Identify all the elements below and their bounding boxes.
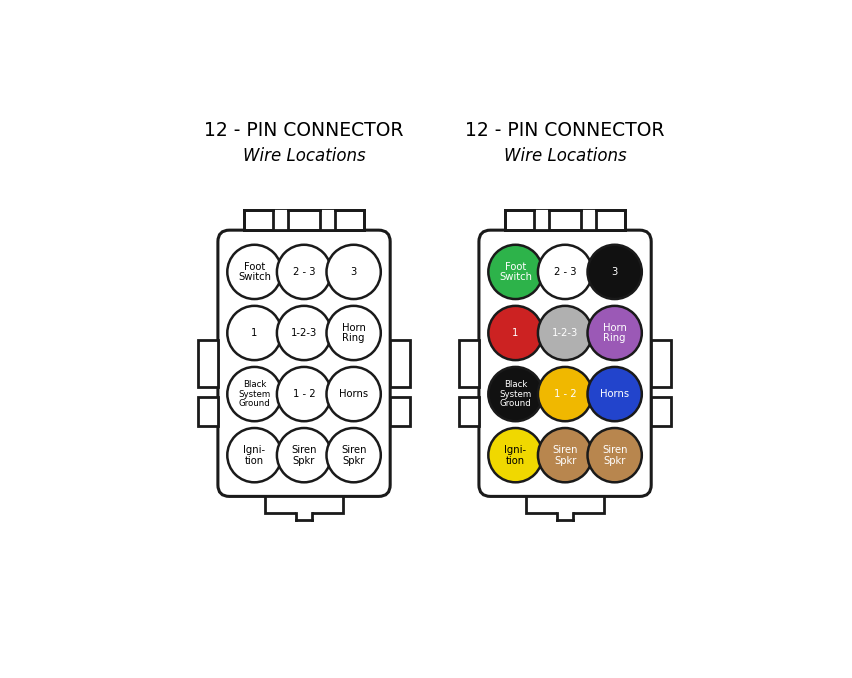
Circle shape <box>487 367 542 421</box>
Text: Foot
Switch: Foot Switch <box>498 262 532 282</box>
Bar <box>273 210 287 230</box>
Text: Horn
Ring: Horn Ring <box>602 323 626 343</box>
Bar <box>389 397 410 426</box>
Bar <box>458 340 478 386</box>
Text: Igni-
tion: Igni- tion <box>504 445 526 466</box>
Circle shape <box>538 428 591 482</box>
Text: 2 - 3: 2 - 3 <box>292 267 315 277</box>
Text: Horns: Horns <box>339 389 368 399</box>
Bar <box>198 397 217 426</box>
Text: Wire Locations: Wire Locations <box>504 147 625 165</box>
Text: 1 - 2: 1 - 2 <box>553 389 576 399</box>
Circle shape <box>487 245 542 299</box>
Text: Foot
Switch: Foot Switch <box>238 262 271 282</box>
Bar <box>458 397 478 426</box>
Text: Black
System
Ground: Black System Ground <box>238 380 270 408</box>
Circle shape <box>326 306 380 360</box>
Bar <box>244 210 364 230</box>
Text: 3: 3 <box>611 267 617 277</box>
Circle shape <box>538 245 591 299</box>
FancyBboxPatch shape <box>217 230 389 496</box>
Bar <box>198 340 217 386</box>
Circle shape <box>326 428 380 482</box>
Bar <box>556 511 573 521</box>
Text: 12 - PIN CONNECTOR: 12 - PIN CONNECTOR <box>465 121 664 140</box>
Text: 2 - 3: 2 - 3 <box>553 267 576 277</box>
Bar <box>650 397 671 426</box>
Text: 1-2-3: 1-2-3 <box>551 328 578 338</box>
Bar <box>389 340 410 386</box>
Bar <box>504 210 625 230</box>
Circle shape <box>227 245 281 299</box>
Text: Siren
Spkr: Siren Spkr <box>602 445 627 466</box>
Circle shape <box>487 428 542 482</box>
Text: Black
System
Ground: Black System Ground <box>498 380 531 408</box>
Text: 3: 3 <box>350 267 356 277</box>
Circle shape <box>326 367 380 421</box>
Circle shape <box>587 306 641 360</box>
Bar <box>526 496 603 513</box>
Text: 12 - PIN CONNECTOR: 12 - PIN CONNECTOR <box>204 121 403 140</box>
Text: 1: 1 <box>512 328 518 338</box>
Circle shape <box>587 367 641 421</box>
Circle shape <box>277 306 331 360</box>
Circle shape <box>587 245 641 299</box>
Text: 1: 1 <box>251 328 257 338</box>
Bar <box>580 210 596 230</box>
Text: Siren
Spkr: Siren Spkr <box>551 445 577 466</box>
Circle shape <box>227 428 281 482</box>
Text: Siren
Spkr: Siren Spkr <box>341 445 366 466</box>
Text: Wire Locations: Wire Locations <box>243 147 365 165</box>
Bar <box>533 210 548 230</box>
Circle shape <box>277 245 331 299</box>
Text: Siren
Spkr: Siren Spkr <box>291 445 316 466</box>
Bar <box>650 340 671 386</box>
Circle shape <box>487 306 542 360</box>
Bar <box>265 496 343 513</box>
Circle shape <box>587 428 641 482</box>
Circle shape <box>227 306 281 360</box>
Text: Igni-
tion: Igni- tion <box>243 445 265 466</box>
Bar <box>296 511 312 521</box>
Circle shape <box>277 428 331 482</box>
Text: 1 - 2: 1 - 2 <box>292 389 315 399</box>
Circle shape <box>538 367 591 421</box>
Text: 1-2-3: 1-2-3 <box>291 328 317 338</box>
Circle shape <box>326 245 380 299</box>
Bar <box>320 210 335 230</box>
Text: Horns: Horns <box>600 389 629 399</box>
FancyBboxPatch shape <box>478 230 650 496</box>
Text: Horn
Ring: Horn Ring <box>342 323 366 343</box>
Circle shape <box>227 367 281 421</box>
Circle shape <box>277 367 331 421</box>
Circle shape <box>538 306 591 360</box>
